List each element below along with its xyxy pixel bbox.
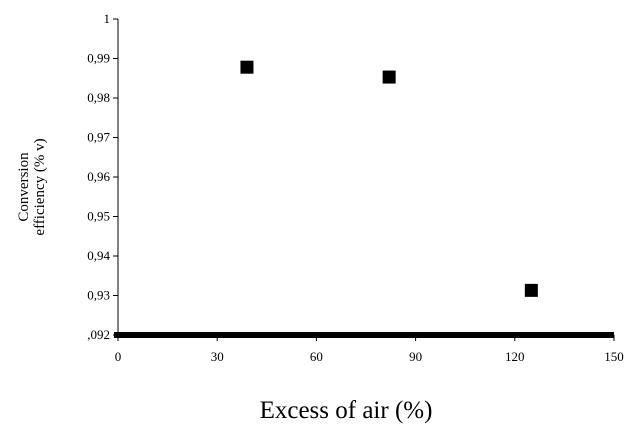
y-tick-label: 0,94 xyxy=(87,248,110,263)
data-point xyxy=(240,60,254,74)
x-tick-label: 60 xyxy=(310,349,323,364)
x-tick-label: 30 xyxy=(211,349,224,364)
y-tick-label: 0,96 xyxy=(87,169,110,184)
x-tick-label: 150 xyxy=(604,349,624,364)
y-tick-label: 1 xyxy=(104,11,111,26)
y-axis-title-line: Conversion xyxy=(16,152,32,222)
data-point xyxy=(524,283,538,297)
x-tick-label: 90 xyxy=(409,349,422,364)
x-tick-label: 120 xyxy=(505,349,525,364)
data-points xyxy=(240,60,538,297)
x-axis-title: Excess of air (%) xyxy=(260,397,433,424)
y-axis-title: Conversionefficiency (% v) xyxy=(16,138,48,235)
y-axis-title-line: efficiency (% v) xyxy=(32,138,48,235)
y-tick-label: 0,97 xyxy=(87,130,110,145)
y-tick-label: 0,95 xyxy=(87,209,110,224)
y-tick-label: 0,99 xyxy=(87,51,110,66)
y-tick-label: 0,98 xyxy=(87,90,110,105)
data-point xyxy=(382,70,396,84)
x-axis-ticks: 0 30 60 90 120 150 xyxy=(115,335,624,364)
y-tick-label: 0,93 xyxy=(87,288,110,303)
y-axis-ticks: ,092 0,93 0,94 0,95 0,96 0,97 0,98 0,99 1 xyxy=(87,11,118,342)
y-tick-label: ,092 xyxy=(87,327,110,342)
x-tick-label: 0 xyxy=(115,349,122,364)
